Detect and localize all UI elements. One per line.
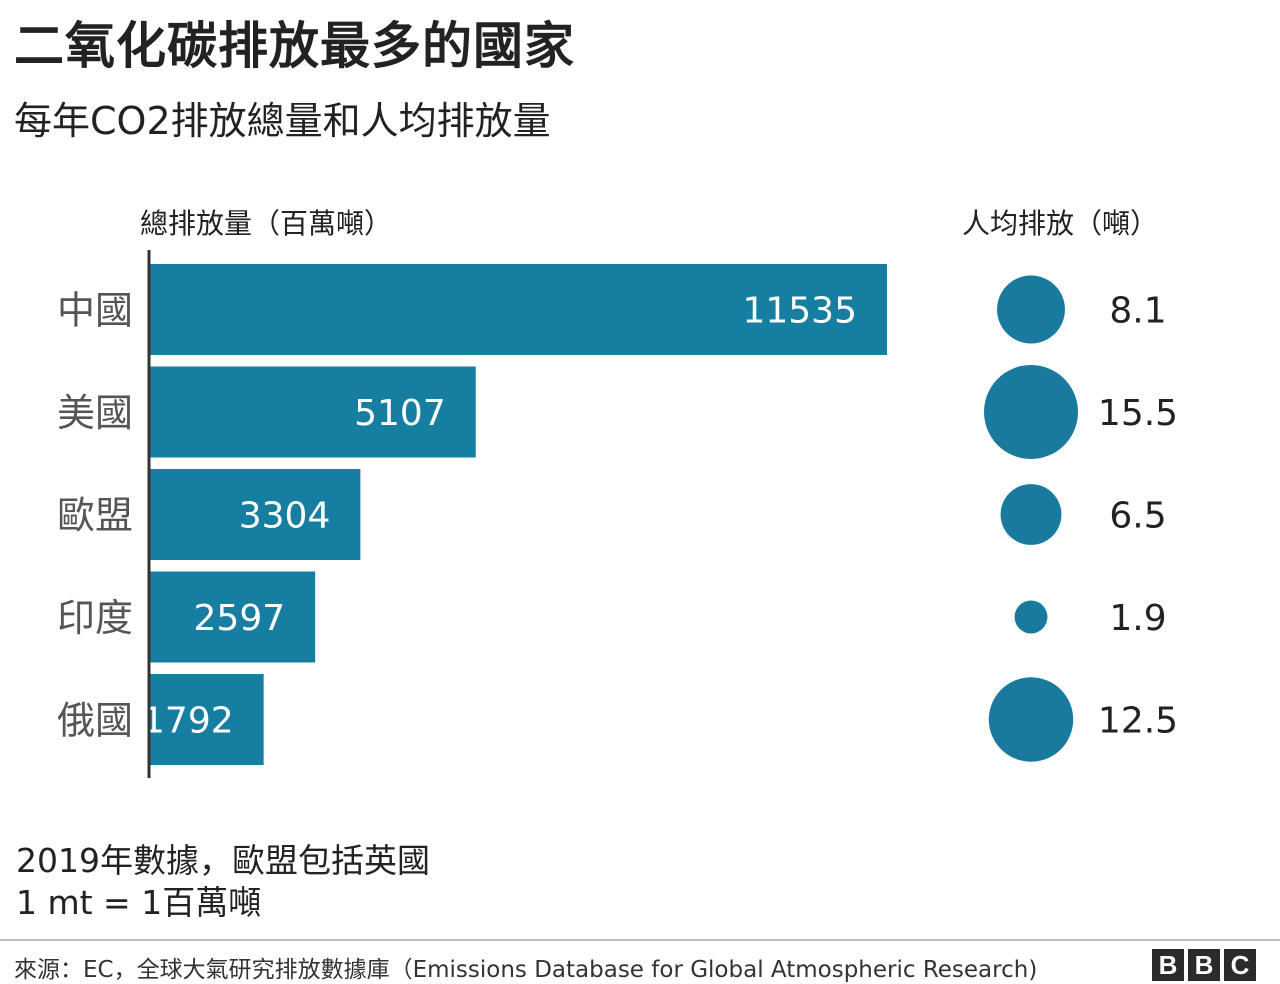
bar-value-label: 11535 <box>742 291 857 332</box>
bbc-logo: B B C <box>1152 949 1256 981</box>
bar-value-label: 3304 <box>239 496 331 537</box>
per-capita-bubble <box>984 365 1078 459</box>
per-capita-value-label: 1.9 <box>1109 598 1166 639</box>
per-capita-value-label: 6.5 <box>1109 496 1166 537</box>
bbc-logo-letter: B <box>1188 949 1220 981</box>
per-capita-value-label: 15.5 <box>1098 393 1178 434</box>
category-label: 美國 <box>57 391 133 435</box>
category-label: 印度 <box>57 596 133 640</box>
bar <box>149 571 316 663</box>
bar-value-label: 1792 <box>142 701 234 742</box>
category-label: 歐盟 <box>57 494 133 538</box>
category-label: 俄國 <box>57 699 133 743</box>
bar <box>149 674 264 765</box>
bar-value-label: 5107 <box>354 393 446 434</box>
notes: 2019年數據，歐盟包括英國 1 mt = 1百萬噸 <box>16 840 430 924</box>
chart-title: 二氧化碳排放最多的國家 <box>14 17 575 75</box>
per-capita-bubble <box>997 275 1065 344</box>
total-emissions-header: 總排放量（百萬噸） <box>140 207 393 240</box>
note-unit: 1 mt = 1百萬噸 <box>16 883 262 922</box>
per-capita-bubble <box>1014 600 1048 634</box>
source-text: 來源：EC，全球大氣研究排放數據庫（Emissions Database for… <box>14 957 1038 983</box>
bar-value-label: 2597 <box>194 598 286 639</box>
chart-subtitle: 每年CO2排放總量和人均排放量 <box>14 99 551 143</box>
category-label: 中國 <box>57 289 133 333</box>
per-capita-value-label: 12.5 <box>1098 701 1178 742</box>
bar <box>149 366 476 458</box>
note-data-year: 2019年數據，歐盟包括英國 <box>16 841 430 880</box>
footer-divider <box>0 939 1280 941</box>
per-capita-header: 人均排放（噸） <box>962 207 1159 240</box>
per-capita-bubble <box>988 677 1074 762</box>
bar <box>149 264 887 355</box>
bbc-logo-letter: B <box>1152 949 1184 981</box>
emissions-chart: 中國 11535 8.1 美國 5107 15.5 歐盟 3304 6.5 印度 2597 1.9 俄國… <box>57 250 1178 778</box>
per-capita-value-label: 8.1 <box>1109 291 1166 332</box>
bar <box>149 469 361 560</box>
per-capita-bubble <box>1000 484 1062 545</box>
bbc-logo-letter: C <box>1224 949 1256 981</box>
